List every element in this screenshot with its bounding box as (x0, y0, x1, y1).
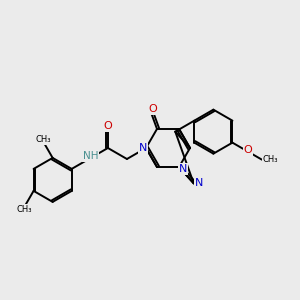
Text: NH: NH (83, 151, 99, 161)
Text: CH₃: CH₃ (16, 205, 32, 214)
Text: O: O (148, 104, 157, 114)
Text: CH₃: CH₃ (262, 155, 278, 164)
Text: O: O (103, 121, 112, 131)
Text: N: N (179, 164, 187, 174)
Text: O: O (243, 146, 252, 155)
Text: CH₃: CH₃ (35, 135, 51, 144)
Text: N: N (139, 143, 147, 153)
Text: N: N (194, 178, 203, 188)
